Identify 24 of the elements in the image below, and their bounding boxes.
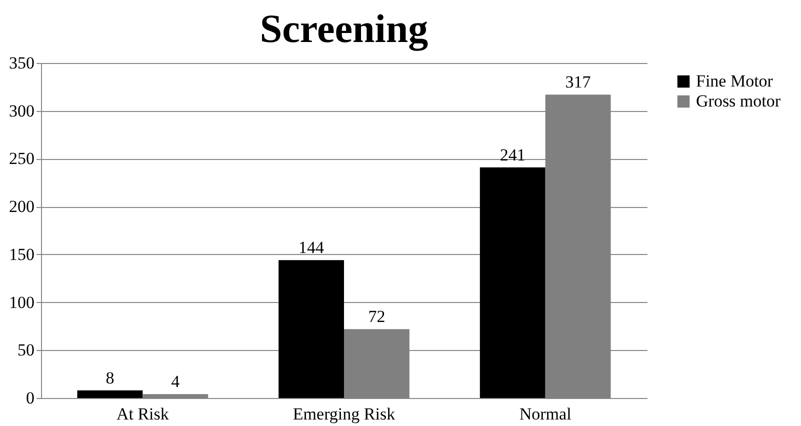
y-tick-label: 300 bbox=[9, 101, 34, 120]
y-tick-label: 150 bbox=[9, 244, 34, 264]
x-tick-label: At Risk bbox=[116, 404, 170, 424]
bar bbox=[77, 390, 143, 398]
legend-label: Gross motor bbox=[696, 92, 781, 110]
y-tick-label: 250 bbox=[9, 149, 34, 168]
x-tick-label: Normal bbox=[519, 404, 572, 424]
bar bbox=[142, 394, 208, 398]
x-tick-label: Emerging Risk bbox=[292, 404, 396, 424]
y-tick-label: 0 bbox=[26, 388, 34, 408]
data-label: 241 bbox=[500, 145, 526, 164]
data-label: 8 bbox=[106, 368, 114, 388]
bar bbox=[480, 167, 546, 398]
bar bbox=[278, 260, 344, 398]
y-tick-label: 350 bbox=[9, 54, 34, 72]
y-tick-label: 50 bbox=[18, 340, 34, 360]
data-label: 4 bbox=[171, 372, 180, 392]
data-label: 317 bbox=[565, 72, 592, 92]
y-tick-label: 100 bbox=[9, 292, 34, 312]
data-label: 72 bbox=[368, 307, 386, 326]
data-label: 144 bbox=[298, 238, 325, 258]
legend-label: Fine Motor bbox=[696, 72, 774, 90]
y-tick-label: 200 bbox=[9, 197, 34, 216]
chart-title: Screening bbox=[260, 6, 428, 51]
